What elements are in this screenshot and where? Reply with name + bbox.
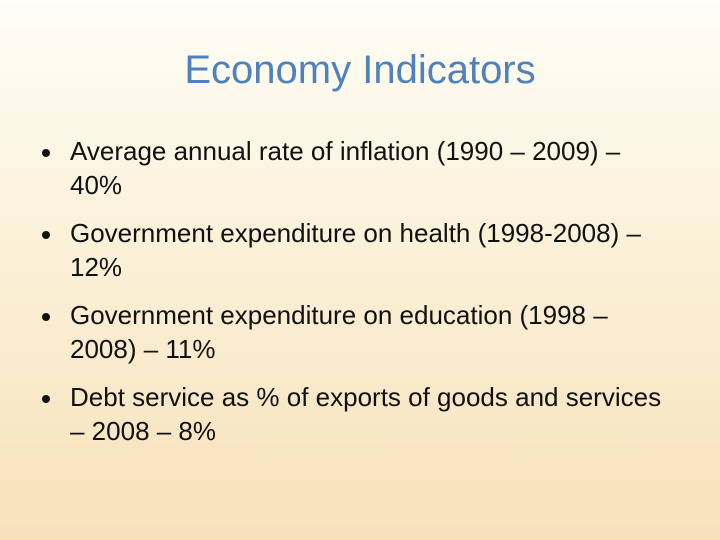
- bullet-text: Government expenditure on health (1998-2…: [70, 218, 641, 282]
- bullet-text: Average annual rate of inflation (1990 –…: [70, 136, 621, 200]
- slide-title: Economy Indicators: [184, 48, 536, 92]
- bullet-item-education: Government expenditure on education (199…: [36, 298, 676, 366]
- bullet-dot-icon: [42, 313, 50, 321]
- bullet-text: Debt service as % of exports of goods an…: [70, 382, 662, 446]
- bullet-item-inflation: Average annual rate of inflation (1990 –…: [36, 134, 676, 202]
- bullet-item-health: Government expenditure on health (1998-2…: [36, 216, 676, 284]
- bullet-dot-icon: [42, 149, 50, 157]
- bullet-dot-icon: [42, 231, 50, 239]
- bullet-list: Average annual rate of inflation (1990 –…: [36, 134, 676, 462]
- bullet-dot-icon: [42, 395, 50, 403]
- bullet-item-debt-service: Debt service as % of exports of goods an…: [36, 380, 676, 448]
- bullet-text: Government expenditure on education (199…: [70, 300, 608, 364]
